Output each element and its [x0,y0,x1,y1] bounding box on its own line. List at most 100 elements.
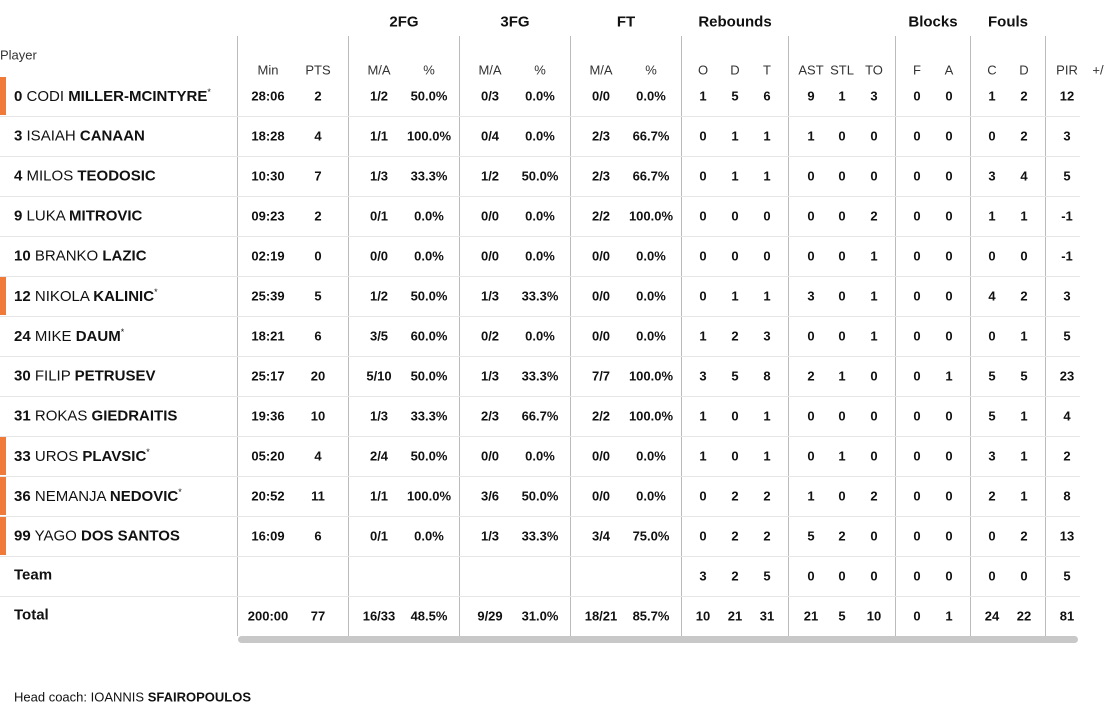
stat-cell: 0 [945,248,953,264]
player-number: 36 [14,488,31,505]
stat-cell: 66.7% [521,408,559,424]
stat-cell: 50.0% [410,368,448,384]
stat-cell: 2/3 [591,168,611,184]
stat-cell: 0.0% [525,88,555,104]
player-number: 9 [14,207,23,225]
stat-cell: 1 [838,448,846,464]
group-header: FT [616,13,636,31]
stat-cell: 9/29 [477,608,503,624]
first-name: MIKE [34,328,72,345]
stat-cell: 19:36 [251,408,285,424]
stat-cell: 2/3 [480,408,500,424]
stat-cell: 85.7% [632,608,670,624]
coach-last: SFAIROPOULOS [147,689,252,705]
column-header: D [1019,62,1029,78]
stat-cell: 13 [1059,528,1075,544]
stat-cell: 16:09 [251,528,285,544]
row-divider [0,476,1080,477]
stat-cell: 1 [731,288,739,304]
stat-cell: 0.0% [636,328,666,344]
group-header: Fouls [988,13,1028,31]
stat-cell: 0/3 [480,88,500,104]
stat-cell: 50.0% [410,448,448,464]
row-divider [0,436,1080,437]
row-divider [0,236,1080,237]
group-header: 2FG [389,13,419,31]
stat-cell: 3/6 [480,488,500,504]
row-divider [0,116,1080,117]
row-divider [0,596,1080,597]
stat-cell: 81 [1059,608,1075,624]
stat-cell: 0/0 [480,448,500,464]
stat-cell: 5 [1063,168,1071,184]
stat-cell: 31.0% [521,608,559,624]
stat-cell: 0 [699,248,707,264]
stat-cell: 0 [870,168,878,184]
stat-cell: 2 [731,568,739,584]
stat-cell: 4 [314,128,322,144]
coach-label: Head coach: [14,689,87,705]
stat-cell: 33.3% [521,528,559,544]
stat-cell: 0 [913,208,921,224]
stat-cell: 1 [763,288,771,304]
stat-cell: 0 [870,568,878,584]
stat-cell: 5 [731,368,739,384]
stat-cell: 0 [731,248,739,264]
team-label: Team [14,566,53,584]
column-header: A [944,62,954,78]
stat-cell: 10:30 [251,168,285,184]
stat-cell: 16/33 [362,608,396,624]
total-label: Total [14,606,49,624]
stat-cell: 4 [988,288,996,304]
stat-cell: 2 [870,488,878,504]
stat-cell: 7 [314,168,322,184]
column-divider [348,36,349,636]
stat-cell: 4 [1020,168,1028,184]
scrollbar[interactable] [238,636,1078,643]
stat-cell: 0 [807,168,815,184]
stat-cell: 2 [1020,128,1028,144]
player-number: 10 [14,247,31,265]
stat-cell: 0 [731,208,739,224]
column-divider [788,36,789,636]
stat-cell: 0.0% [525,448,555,464]
stat-cell: 60.0% [410,328,448,344]
stat-cell: 0/0 [591,488,611,504]
stat-cell: 100.0% [406,488,452,504]
coach-first: IOANNIS [90,689,145,705]
stat-cell: 0 [699,128,707,144]
stat-cell: 4 [1063,408,1071,424]
stat-cell: 2 [988,488,996,504]
stat-cell: 1/2 [480,168,500,184]
stat-cell: 0.0% [636,488,666,504]
stat-cell: 1 [1020,448,1028,464]
stat-cell: 0 [699,288,707,304]
player-number: 99 [14,527,31,545]
stat-cell: 0.0% [414,208,444,224]
column-header: O [697,62,709,78]
row-divider [0,156,1080,157]
stat-cell: 0/0 [591,88,611,104]
stat-cell: 0 [870,448,878,464]
player-number: 12 [14,288,31,305]
stat-cell: 66.7% [632,168,670,184]
stat-cell: 23 [1059,368,1075,384]
stat-cell: 33.3% [521,368,559,384]
stat-cell: 77 [310,608,326,624]
last-name: PLAVSIC [82,448,147,465]
player-number: 24 [14,328,31,345]
player-name: 24 MIKE DAUM* [14,327,124,345]
last-name: DAUM [75,328,121,345]
stat-cell: 0 [988,328,996,344]
stat-cell: 1 [731,128,739,144]
stat-cell: 0 [870,128,878,144]
column-header: % [423,62,435,78]
stat-cell: 200:00 [247,608,289,624]
stat-cell: 8 [763,368,771,384]
stat-cell: 0/2 [480,328,500,344]
column-divider [895,36,896,636]
player-name: 30 FILIP PETRUSEV [14,368,155,385]
stat-cell: 0 [807,208,815,224]
stat-cell: 1 [1020,328,1028,344]
stat-cell: 0/1 [369,208,389,224]
